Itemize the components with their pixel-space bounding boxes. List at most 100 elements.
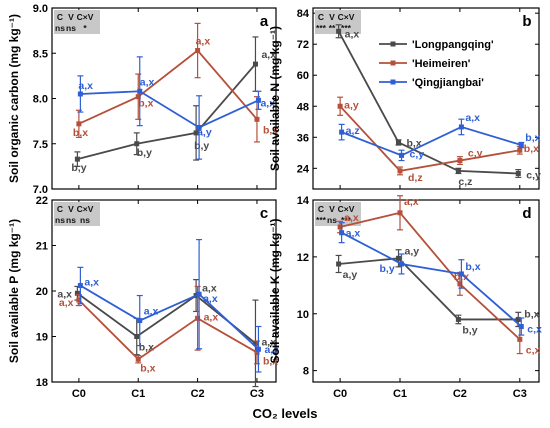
point-label: a,x	[260, 97, 275, 109]
point-label: b,y	[71, 162, 86, 174]
data-point	[255, 346, 261, 352]
legend-item-longpangqing: 'Longpangqing'	[379, 39, 494, 51]
stats-header: C×V	[338, 12, 355, 22]
data-point	[196, 124, 202, 130]
point-label: c,x	[526, 344, 541, 356]
stats-box-bg	[315, 202, 361, 226]
y-axis-title: Soil available N (mg kg⁻¹)	[268, 26, 282, 171]
stats-box: C V C×Vns ns ns	[54, 202, 100, 226]
series-line	[79, 284, 260, 350]
stats-header: V	[329, 12, 335, 22]
data-point	[74, 156, 80, 162]
legend-label: 'Longpangqing'	[412, 39, 494, 51]
x-tick-label: C3	[250, 388, 264, 400]
y-tick-label: 24	[297, 163, 310, 175]
point-label: b,y	[194, 140, 209, 152]
panel-letter: b	[522, 13, 531, 30]
series-line	[78, 49, 258, 125]
y-tick-label: 12	[297, 252, 309, 264]
point-label: c,y	[526, 169, 541, 181]
data-point	[252, 340, 258, 346]
data-point	[399, 152, 405, 158]
point-label: a,z	[346, 125, 360, 137]
y-tick-label: 8.0	[33, 94, 48, 106]
x-tick-label: C0	[333, 388, 347, 400]
data-point	[517, 147, 523, 153]
x-tick-label: C0	[72, 388, 86, 400]
legend: 'Longpangqing' 'Heimeiren' 'Qingjiangbai'	[379, 39, 494, 89]
legend-item-qingjiangbai: 'Qingjiangbai'	[379, 77, 484, 89]
data-point	[193, 130, 199, 136]
stats-header: C	[318, 12, 324, 22]
data-point	[135, 94, 141, 100]
point-label: c,z	[458, 176, 472, 188]
point-label: b,x	[138, 98, 153, 110]
data-point	[337, 224, 343, 230]
series-qingjiangbai: a,x a,x a,y a,x	[77, 56, 275, 160]
stats-box-bg	[54, 202, 100, 226]
y-tick-label: 22	[36, 195, 48, 207]
series-longpangqing: a,y a,y b,y b,x	[335, 245, 540, 336]
series-line	[77, 63, 257, 161]
stats-value: ***	[316, 215, 327, 225]
data-point	[74, 290, 80, 296]
x-tick-label: C1	[131, 388, 145, 400]
stats-value: ns	[55, 23, 65, 33]
data-point	[458, 271, 464, 277]
y-axis-title: Soil organic carbon (mg kg⁻¹)	[7, 14, 21, 183]
point-label: a,x	[140, 76, 155, 88]
y-tick-label: 8	[303, 366, 309, 378]
series-longpangqing: a,xb,xa,xa,x	[57, 279, 276, 388]
point-label: a,x	[465, 112, 480, 124]
data-point	[457, 158, 463, 164]
series-line	[339, 105, 520, 172]
data-point	[255, 97, 261, 103]
stats-value: ***	[341, 23, 352, 33]
stats-header: C	[57, 204, 63, 214]
legend-item-heimeiren: 'Heimeiren'	[379, 58, 471, 70]
y-tick-label: 84	[297, 8, 310, 20]
point-label: a,x	[59, 297, 74, 309]
series-heimeiren: b,x b,x a,x b,x	[73, 22, 278, 143]
stats-value: ***	[316, 23, 327, 33]
stats-header: C×V	[77, 204, 94, 214]
data-point	[339, 230, 345, 236]
point-label: a,x	[344, 212, 359, 224]
point-label: a,x	[196, 36, 211, 48]
series-heimeiren: a,x a,x b,x c,x	[337, 195, 541, 356]
y-tick-label: 10	[297, 309, 309, 321]
stats-value: ***	[341, 215, 352, 225]
point-label: a,x	[261, 336, 276, 348]
point-label: a,x	[202, 283, 217, 295]
point-label: c,y	[468, 148, 483, 160]
point-label: a,x	[57, 288, 72, 300]
data-point	[515, 316, 521, 322]
point-label: b,x	[139, 342, 154, 354]
y-tick-label: 8.5	[33, 48, 48, 60]
point-label: b,x	[263, 124, 278, 136]
data-point	[397, 210, 403, 216]
series-longpangqing: b,y b,y b,y a,x	[71, 36, 276, 174]
series-heimeiren: a,xb,xa,xb,x	[59, 285, 278, 374]
y-tick-label: 14	[297, 195, 310, 207]
point-label: a,x	[204, 311, 219, 323]
data-point	[135, 356, 141, 362]
point-label: a,y	[405, 245, 420, 257]
stats-box: C V C×V*** ns ***	[315, 202, 361, 226]
panel-a: 7.0 7.5 8.0 8.5 9.0 Soil organic carbon (mg k…	[7, 3, 278, 196]
data-point	[254, 116, 260, 122]
x-tick-label: C1	[393, 388, 407, 400]
panel-frame	[312, 199, 540, 383]
point-label: b,x	[524, 308, 539, 320]
y-tick-label: 60	[297, 70, 309, 82]
point-label: b,x	[524, 143, 539, 155]
data-point	[457, 281, 463, 287]
point-label: b,y	[137, 147, 152, 159]
series-line	[337, 30, 519, 175]
panel-letter: c	[260, 205, 268, 222]
data-point	[137, 318, 143, 324]
series-line	[338, 257, 519, 321]
y-tick-label: 9.0	[33, 3, 48, 15]
data-point	[134, 334, 140, 339]
